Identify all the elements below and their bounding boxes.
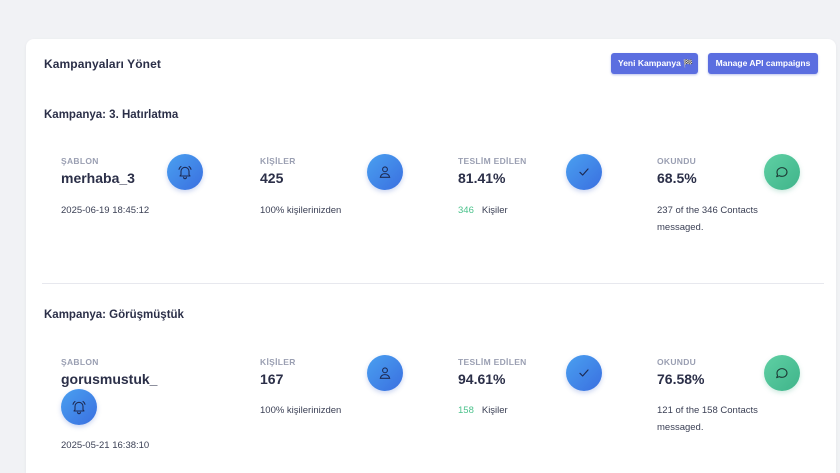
delivered-sub-label: Kişiler [481,205,508,216]
delivered-label: TESLİM EDİLEN [458,156,527,166]
contacts-label: KİŞİLER [260,357,296,367]
read-stat: OKUNDU 76.58% [657,357,836,387]
user-icon [367,355,403,391]
read-label: OKUNDU [657,156,697,166]
check-icon [566,154,602,190]
delivered-count: 158 [458,405,474,416]
page-title: Kampanyaları Yönet [44,57,161,71]
delivered-value: 81.41% [458,170,506,186]
template-name: merhaba_3 [61,170,135,186]
template-stat: ŞABLON gorusmustuk_ [61,357,251,387]
read-sub-line1: 237 of the 346 Contacts [657,205,758,216]
bell-icon [167,154,203,190]
template-label: ŞABLON [61,156,99,166]
bell-icon [61,389,97,425]
template-name: gorusmustuk_ [61,371,158,387]
campaign-title: Kampanya: Görüşmüştük [44,309,184,321]
new-campaign-label: Yeni Kampanya [618,58,681,68]
contacts-sub: 100% kişilerinizden [260,205,342,216]
delivered-label: TESLİM EDİLEN [458,357,527,367]
read-stat: OKUNDU 68.5% [657,156,836,186]
read-sub-line2: messaged. [657,422,704,433]
delivered-sub: 346 Kişiler [458,202,508,219]
section-divider [42,283,824,284]
read-sub: 237 of the 346 Contacts messaged. [657,202,758,236]
template-stat: ŞABLON merhaba_3 [61,156,251,186]
chat-bubble-icon [764,355,800,391]
delivered-stat: TESLİM EDİLEN 94.61% [458,357,648,387]
contacts-value: 425 [260,170,284,186]
delivered-sub: 158 Kişiler [458,402,508,419]
campaign-date: 2025-06-19 18:45:12 [61,205,150,216]
delivered-sub-label: Kişiler [481,405,508,416]
read-value: 68.5% [657,170,697,186]
read-sub-line1: 121 of the 158 Contacts [657,405,758,416]
read-sub-line2: messaged. [657,222,704,233]
campaign-date: 2025-05-21 16:38:10 [61,440,150,451]
contacts-stat: KİŞİLER 425 [260,156,450,186]
user-icon [367,154,403,190]
contacts-label: KİŞİLER [260,156,296,166]
delivered-value: 94.61% [458,371,506,387]
delivered-stat: TESLİM EDİLEN 81.41% [458,156,648,186]
template-label: ŞABLON [61,357,99,367]
manage-api-campaigns-button[interactable]: Manage API campaigns [708,53,818,74]
flag-icon: 🏁 [683,59,694,68]
chat-bubble-icon [764,154,800,190]
check-icon [566,355,602,391]
contacts-stat: KİŞİLER 167 [260,357,450,387]
read-label: OKUNDU [657,357,697,367]
new-campaign-button[interactable]: Yeni Kampanya 🏁 [611,53,698,74]
contacts-sub: 100% kişilerinizden [260,405,342,416]
delivered-count: 346 [458,205,474,216]
contacts-value: 167 [260,371,284,387]
campaigns-card: Kampanyaları Yönet Yeni Kampanya 🏁 Manag… [26,39,836,473]
read-sub: 121 of the 158 Contacts messaged. [657,402,758,436]
read-value: 76.58% [657,371,705,387]
campaign-title: Kampanya: 3. Hatırlatma [44,109,179,121]
